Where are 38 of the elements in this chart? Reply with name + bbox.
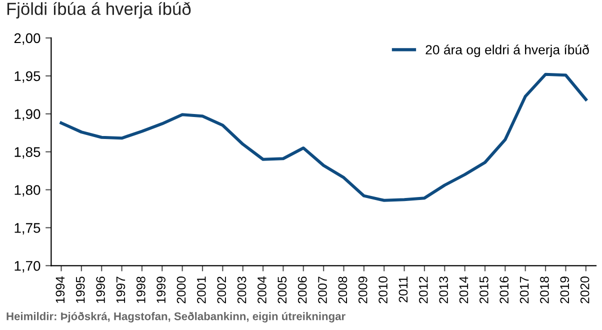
- x-tick-label: 1999: [156, 276, 166, 303]
- x-tick-label: 2020: [580, 276, 590, 304]
- x-tick-label: 2018: [540, 276, 549, 304]
- x-tick-label: 2014: [459, 276, 468, 304]
- x-tick-label: 2004: [258, 276, 266, 304]
- x-tick-label: 2013: [439, 276, 448, 304]
- x-tick-label: 2006: [298, 276, 307, 304]
- x-tick-label: 1994: [56, 276, 65, 303]
- y-tick-label: 1,90: [14, 109, 40, 121]
- x-tick-label: 2017: [520, 276, 529, 304]
- x-tick-label: 2005: [278, 276, 287, 304]
- x-tick-label: 2009: [358, 276, 368, 304]
- x-tick-label: 2015: [480, 276, 488, 304]
- x-tick-label: 2002: [217, 276, 226, 304]
- x-tick-label: 2001: [197, 276, 206, 304]
- chart-title: Fjöldi íbúa á hverja íbúð: [7, 2, 191, 18]
- x-tick-label: 2003: [237, 276, 246, 304]
- y-tick-label: 1,85: [14, 147, 40, 159]
- x-tick-label: 2011: [398, 276, 408, 302]
- x-tick-label: 2010: [378, 276, 388, 304]
- x-tick-label: 2012: [418, 276, 428, 304]
- x-tick-label: 2008: [338, 276, 348, 304]
- y-tick-label: 1,70: [14, 260, 40, 272]
- y-tick-label: 1,80: [14, 185, 40, 197]
- y-tick-label: 1,95: [14, 71, 40, 83]
- x-tick-label: 1997: [116, 276, 126, 303]
- y-tick-label: 1,75: [14, 223, 40, 235]
- x-tick-label: 2007: [318, 276, 327, 304]
- x-tick-label: 1995: [76, 276, 85, 303]
- y-tick-label: 2,00: [14, 33, 40, 45]
- x-tick-label: 2016: [500, 276, 509, 304]
- line-series: [60, 72, 588, 202]
- text: Heimildir: Þjóðskrá, Hagstofan, Seðlabankinn, eigin útreikningar: [6, 312, 346, 322]
- x-tick-label: 2000: [176, 276, 186, 304]
- x-tick-label: 2019: [560, 276, 570, 304]
- x-tick-label: 1998: [136, 276, 146, 303]
- legend-label: 20 ára og eldri á hverja íbúð: [426, 44, 589, 58]
- x-tick-label: 1996: [96, 276, 105, 303]
